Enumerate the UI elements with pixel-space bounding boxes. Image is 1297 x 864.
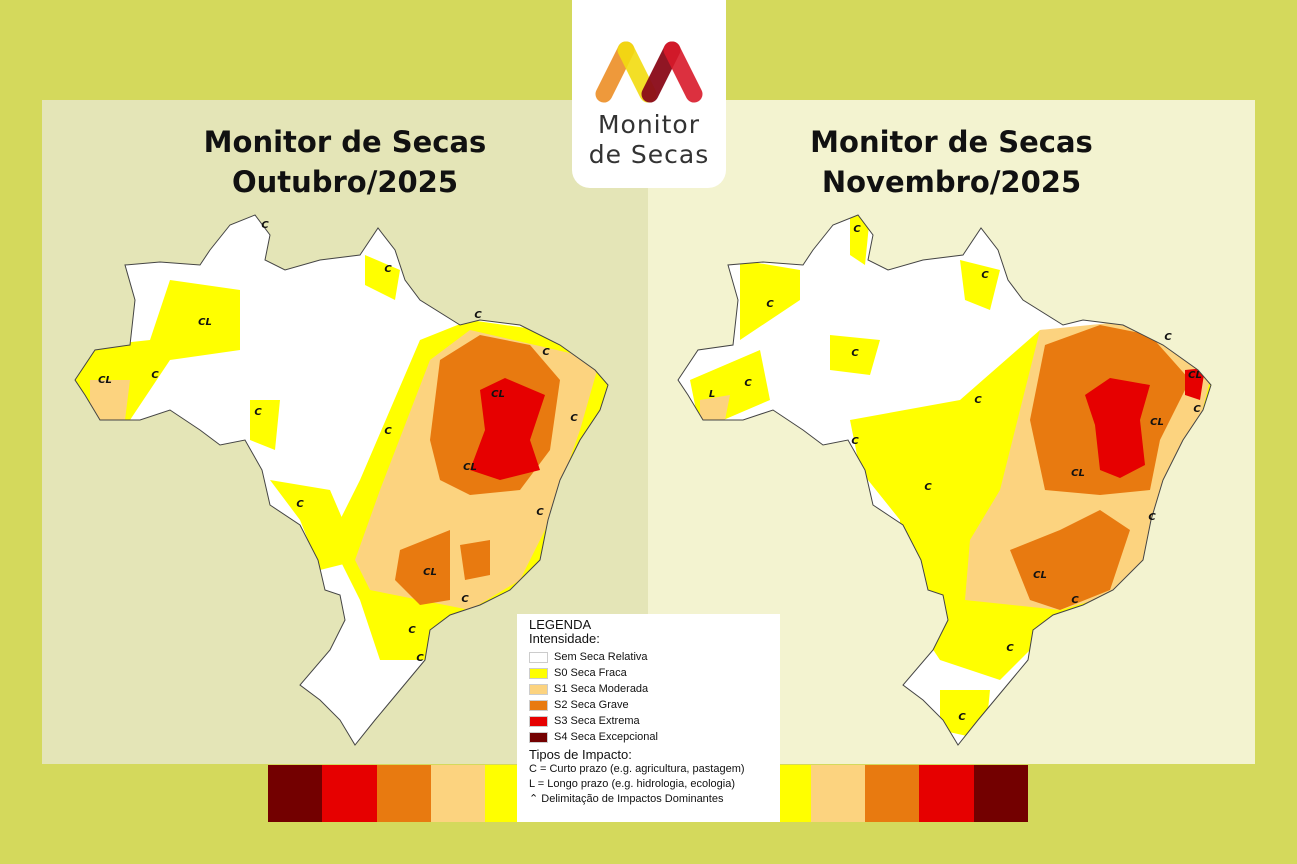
delimitation-line-icon: ⌃ [529,793,542,805]
legend-label: S0 Seca Fraca [554,667,627,679]
legend-swatch [529,683,548,695]
impact-label: C [151,370,159,381]
impact-label: C [474,310,482,321]
impact-label: CL [491,389,505,400]
impact-label: C [851,348,859,359]
october-s3-area [470,378,545,480]
impact-label: C [254,407,262,418]
impact-label: C [1006,643,1014,654]
color-bar-segment [376,765,431,822]
impact-label: C [853,224,861,235]
impact-label: C [408,625,416,636]
impact-label: CL [1071,468,1085,479]
legend-item: S2 Seca Grave [529,697,780,713]
october-title: Monitor de Secas Outubro/2025 [42,122,648,202]
impact-label: CL [1188,370,1202,381]
impact-label: C [958,712,966,723]
impact-label: C [461,594,469,605]
impact-label: C [416,653,424,664]
impact-label: CL [463,462,477,473]
legend-item: S0 Seca Fraca [529,665,780,681]
impact-label: C [1148,512,1156,523]
impact-label: CL [1033,570,1047,581]
impact-label: CL [198,317,212,328]
color-bar-segment [322,765,377,822]
october-title-line1: Monitor de Secas [203,125,487,159]
impact-label: C [744,378,752,389]
legend-title: LEGENDA [529,617,592,632]
logo: Monitor de Secas [572,0,726,188]
november-title-line1: Monitor de Secas [810,125,1093,159]
impact-label: C [766,299,774,310]
impact-label: C [542,347,550,358]
legend-swatch [529,651,548,663]
legend-swatch [529,715,548,727]
legend-intensity-heading: Intensidade: [529,631,600,646]
impact-label: C [924,482,932,493]
color-bar-segment [865,765,920,822]
legend-label: S4 Seca Excepcional [554,731,658,743]
impact-label: L [709,389,715,400]
impact-label: C [974,395,982,406]
logo-text: Monitor de Secas [572,110,726,170]
impact-label: C [1193,404,1201,415]
legend-item: S4 Seca Excepcional [529,729,780,745]
impact-label: C [851,436,859,447]
legend-swatch [529,699,548,711]
impact-label: C [570,413,578,424]
color-bar-segment [810,765,866,822]
impact-label: CL [98,375,112,386]
impact-label: CL [423,567,437,578]
november-s3-area [1085,368,1205,478]
legend-item: S1 Seca Moderada [529,681,780,697]
october-title-line2: Outubro/2025 [231,165,459,199]
color-bar-segment [268,765,323,822]
legend-label: S2 Seca Grave [554,699,629,711]
logo-line1: Monitor [597,110,701,139]
legend-impact-heading: Tipos de Impacto: [529,747,632,762]
impact-label: C [384,264,392,275]
legend-impact-short-term: C = Curto prazo (e.g. agricultura, pasta… [529,763,745,775]
color-bar-segment [973,765,1028,822]
legend-label: Sem Seca Relativa [554,651,648,663]
impact-label: C [1164,332,1172,343]
legend-item: Sem Seca Relativa [529,649,780,665]
impact-label: CL [1150,417,1164,428]
legend-label: S1 Seca Moderada [554,683,649,695]
legend-impact-long-term: L = Longo prazo (e.g. hidrologia, ecolog… [529,778,735,790]
november-title-line2: Novembro/2025 [821,165,1082,199]
impact-label: C [261,220,269,231]
color-bar-segment [919,765,974,822]
impact-label: C [1071,595,1079,606]
legend-label: S3 Seca Extrema [554,715,640,727]
legend: LEGENDA Intensidade: Sem Seca Relativa S0… [517,614,780,822]
october-map: C CL C CL C CL C C C CL C CL C C C C C C [74,214,609,746]
legend-swatch [529,667,548,679]
legend-swatch [529,731,548,743]
legend-impact-delimitation: Delimitação de Impactos Dominantes [541,793,724,805]
impact-label: C [536,507,544,518]
impact-label: C [981,270,989,281]
logo-m-icon [595,41,703,103]
legend-item: S3 Seca Extrema [529,713,780,729]
color-bar-segment [430,765,486,822]
november-title: Monitor de Secas Novembro/2025 [648,122,1255,202]
logo-line2: de Secas [588,140,710,169]
impact-label: C [296,499,304,510]
impact-label: C [384,426,392,437]
